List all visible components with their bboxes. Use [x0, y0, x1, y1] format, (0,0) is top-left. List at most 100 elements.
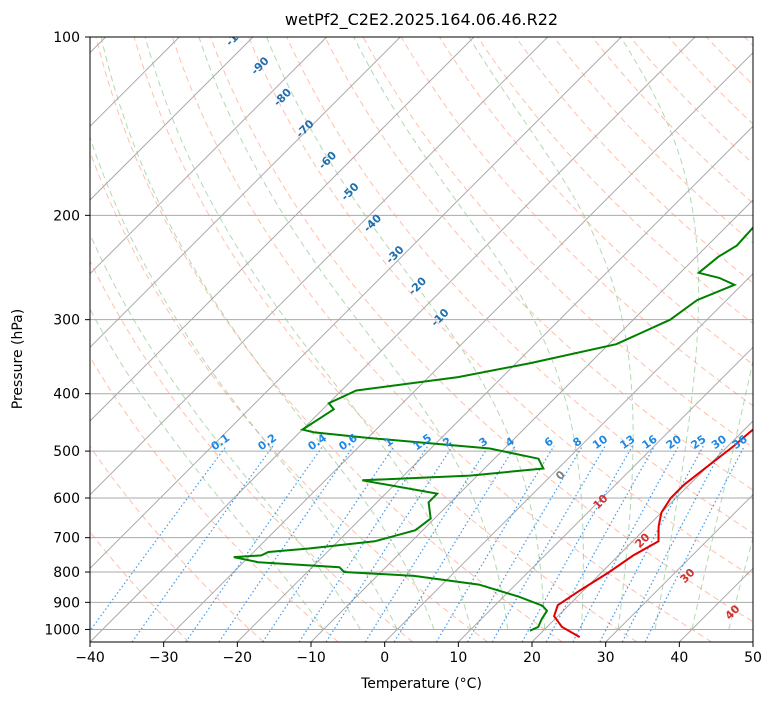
y-tick-label: 100 — [53, 30, 80, 46]
dewpoint-profile — [233, 226, 753, 632]
moist-adiabat-label: -90 — [248, 54, 271, 77]
isotherm-line — [457, 346, 753, 642]
x-axis-label: Temperature (°C) — [361, 676, 482, 692]
temperature-profile — [552, 428, 753, 638]
mixing-ratio-line — [599, 445, 704, 642]
isotherm-line — [90, 37, 254, 201]
isotherm-line — [752, 641, 753, 642]
x-tick-label: −20 — [223, 650, 253, 666]
mixing-ratio-label: 16 — [640, 432, 660, 452]
dry-adiabat-line — [171, 37, 712, 642]
moist-adiabat-line — [198, 37, 509, 630]
moist-adiabat-line — [90, 135, 398, 630]
moist-adiabat-label: 0 — [553, 468, 568, 483]
mixing-ratio-line — [298, 445, 429, 642]
mixing-ratio-line — [521, 445, 634, 642]
mixing-ratio-line — [435, 445, 555, 642]
y-tick-label: 900 — [53, 595, 80, 611]
dry-adiabat-line — [706, 37, 753, 86]
mixing-ratio-label: 13 — [617, 433, 637, 452]
dry-adiabat-line — [90, 445, 264, 642]
mixing-ratio-label: 6 — [542, 435, 556, 450]
mixing-ratio-line — [466, 445, 584, 642]
isotherm-line — [678, 567, 753, 642]
moist-adiabat-label: 40 — [723, 602, 743, 622]
mixing-ratio-label: 20 — [664, 432, 684, 452]
x-tick-label: 10 — [449, 650, 467, 666]
dry-adiabat-line — [591, 37, 753, 204]
moist-adiabat-label: -50 — [338, 180, 361, 203]
mixing-ratio-line — [262, 445, 395, 642]
x-tick-label: 0 — [380, 650, 389, 666]
moist-adiabat-line — [728, 536, 753, 630]
mixing-ratio-line — [545, 445, 656, 642]
dry-adiabat-line — [324, 37, 753, 491]
isotherm-line — [384, 272, 753, 642]
dry-adiabat-line — [286, 37, 753, 534]
dry-adiabat-line — [133, 37, 638, 642]
moist-adiabat-label: 20 — [633, 530, 653, 550]
moist-adiabat-line — [353, 37, 584, 630]
mixing-ratio-line — [131, 445, 274, 642]
moist-adiabat-label: -100 — [223, 20, 252, 49]
mixing-ratio-line — [185, 445, 324, 642]
isotherm-line — [0, 37, 32, 642]
mixing-ratio-label: 1.5 — [411, 431, 434, 453]
moist-adiabat-label: -20 — [406, 274, 429, 297]
isotherm-line — [90, 37, 696, 642]
dry-adiabat-line — [668, 37, 753, 125]
mixing-ratio-line — [572, 445, 680, 642]
y-tick-label: 1000 — [44, 622, 80, 638]
mixing-ratio-line — [364, 445, 490, 642]
moist-adiabat-line — [100, 37, 435, 630]
y-tick-label: 700 — [53, 531, 80, 547]
moist-adiabat-label: 30 — [678, 566, 698, 586]
mixing-ratio-line — [644, 445, 746, 642]
dry-adiabat-line — [210, 37, 753, 623]
moist-adiabat-label: -60 — [316, 148, 339, 171]
mixing-ratio-line — [90, 445, 227, 632]
mixing-ratio-label: 10 — [590, 432, 610, 452]
y-tick-label: 600 — [53, 491, 80, 507]
isotherm-line — [605, 493, 753, 642]
moist-adiabat-label: -70 — [293, 117, 316, 140]
mixing-ratio-label: 8 — [571, 435, 585, 450]
mixing-ratio-label: 0.2 — [256, 431, 279, 453]
plot-layers: 0.1 0.2 0.4 0.6 1 1.5 2 3 4 6 8 10 13 16 20 25 30 36-100-… — [0, 20, 753, 642]
isotherm-line — [310, 199, 753, 642]
x-tick-label: 40 — [670, 650, 688, 666]
isotherm-line — [90, 37, 549, 496]
isotherm-line — [90, 37, 328, 275]
x-tick-label: 20 — [523, 650, 541, 666]
mixing-ratio-line — [325, 445, 454, 642]
y-tick-label: 800 — [53, 565, 80, 581]
moist-adiabat-line — [90, 308, 324, 630]
dry-adiabat-line — [553, 37, 753, 244]
isotherm-line — [531, 420, 753, 642]
chart-title: wetPf2_C2E2.2025.164.06.46.R22 — [284, 10, 559, 29]
isotherm-line — [236, 125, 753, 642]
y-tick-label: 500 — [53, 444, 80, 460]
x-tick-label: 50 — [744, 650, 762, 666]
moist-adiabat-label: -10 — [428, 306, 451, 329]
x-tick-label: 30 — [597, 650, 615, 666]
x-tick-label: −10 — [296, 650, 326, 666]
y-tick-label: 300 — [53, 313, 80, 329]
dry-adiabat-line — [248, 37, 753, 578]
dry-adiabat-line — [90, 531, 190, 642]
moist-adiabat-line — [691, 358, 753, 630]
isotherm-line — [90, 37, 475, 422]
x-tick-label: −40 — [75, 650, 105, 666]
moist-adiabat-line — [468, 37, 634, 630]
dry-adiabat-line — [95, 37, 563, 642]
isotherm-line — [90, 37, 401, 349]
x-tick-label: −30 — [149, 650, 179, 666]
moist-adiabat-line — [266, 37, 546, 630]
mixing-ratio-label: 25 — [689, 433, 709, 452]
dry-adiabat-line — [515, 37, 753, 284]
moist-adiabat-line — [620, 37, 700, 630]
moist-adiabat-label: 10 — [591, 492, 611, 512]
y-tick-label: 200 — [53, 208, 80, 224]
